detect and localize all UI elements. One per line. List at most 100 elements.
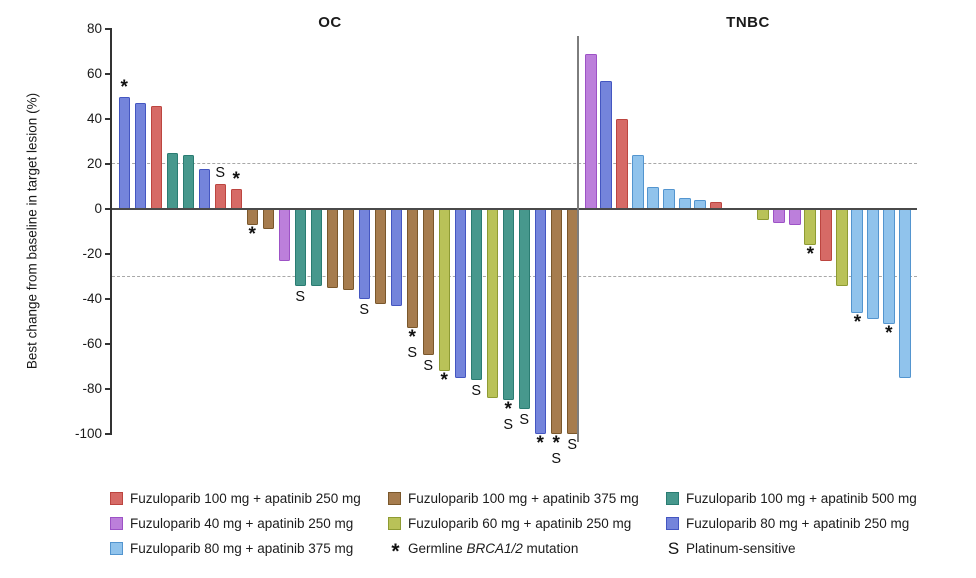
bar <box>134 103 146 209</box>
bar <box>166 152 178 209</box>
zero-baseline <box>112 208 917 210</box>
germline-mutation-marker: * <box>504 399 512 421</box>
legend-label: Fuzuloparib 80 mg + apatinib 250 mg <box>686 515 910 531</box>
bar <box>631 155 644 209</box>
platinum-sensitive-marker: S <box>567 437 578 453</box>
legend-label: Fuzuloparib 80 mg + apatinib 375 mg <box>130 540 354 556</box>
legend-swatch-red <box>110 491 123 505</box>
legend-label: Fuzuloparib 40 mg + apatinib 250 mg <box>130 515 354 531</box>
y-axis-tick-label: 80 <box>86 21 102 36</box>
y-axis-tick-label: 20 <box>86 156 102 171</box>
germline-mutation-marker: * <box>120 76 128 98</box>
bar <box>438 209 450 371</box>
bar <box>326 209 338 288</box>
bar <box>584 53 597 209</box>
legend-item-brown: Fuzuloparib 100 mg + apatinib 375 mg <box>388 489 639 507</box>
bar <box>486 209 498 398</box>
germline-mutation-marker: * <box>408 327 416 349</box>
germline-mutation-marker: * <box>853 311 862 333</box>
y-axis-tick <box>105 163 112 165</box>
bar <box>882 209 895 324</box>
y-axis-tick <box>105 208 112 210</box>
legend-swatch-teal <box>666 491 679 505</box>
legend-label: Fuzuloparib 100 mg + apatinib 250 mg <box>130 490 361 506</box>
bar <box>214 184 226 209</box>
bar <box>454 209 466 378</box>
y-axis-tick-label: 40 <box>86 111 102 126</box>
bar <box>820 209 832 261</box>
y-axis-tick <box>105 433 112 435</box>
reference-line <box>112 275 917 277</box>
legend-label: Fuzuloparib 100 mg + apatinib 375 mg <box>408 490 639 506</box>
bar <box>342 209 354 290</box>
y-axis-tick <box>105 253 112 255</box>
platinum-sensitive-marker: S <box>503 417 514 434</box>
platinum-sensitive-marker: S <box>215 165 226 182</box>
platinum-sensitive-marker: S <box>359 302 370 318</box>
bar <box>788 209 801 225</box>
platinum-sensitive-marker: S <box>519 412 530 429</box>
bar <box>390 209 402 306</box>
bar <box>600 80 613 209</box>
group-title-tnbc: TNBC <box>726 14 770 31</box>
bar <box>262 209 274 230</box>
germline-mutation-marker: * <box>806 244 814 265</box>
y-axis-tick-label: -60 <box>82 336 102 351</box>
legend-item-s: S Platinum-sensitive <box>666 539 796 557</box>
platinum-sensitive-marker: S <box>551 451 562 467</box>
y-axis-tick <box>105 73 112 75</box>
legend-item-lightblue: Fuzuloparib 80 mg + apatinib 375 mg <box>110 539 353 557</box>
bar <box>647 186 660 209</box>
bar <box>374 209 386 304</box>
platinum-sensitive-symbol: S <box>667 538 680 558</box>
legend-item-asterisk: * Germline BRCA1/2 mutation <box>388 539 578 563</box>
bar <box>851 209 864 313</box>
bar <box>198 168 210 209</box>
reference-line <box>112 163 917 165</box>
bar <box>182 155 194 209</box>
bar <box>867 209 880 320</box>
legend-label: Fuzuloparib 60 mg + apatinib 250 mg <box>408 515 632 531</box>
platinum-sensitive-marker: S <box>471 383 482 399</box>
legend-swatch-orchid <box>110 516 123 530</box>
y-axis-title: Best change from baseline in target lesi… <box>24 92 40 370</box>
bar <box>663 188 675 209</box>
platinum-sensitive-marker: S <box>295 288 306 305</box>
y-axis-tick <box>105 343 112 345</box>
y-axis-tick-label: -80 <box>82 381 102 396</box>
legend-item-teal: Fuzuloparib 100 mg + apatinib 500 mg <box>666 489 917 507</box>
bar <box>615 119 628 209</box>
bar <box>757 209 770 221</box>
y-axis-tick <box>105 298 112 300</box>
bar <box>118 96 130 209</box>
germline-mutation-marker: * <box>440 370 448 391</box>
legend-item-red: Fuzuloparib 100 mg + apatinib 250 mg <box>110 489 361 507</box>
legend-swatch-slateblue <box>666 516 679 530</box>
legend-label: Platinum-sensitive <box>686 540 796 556</box>
legend-swatch-brown <box>388 491 401 505</box>
legend-item-olive: Fuzuloparib 60 mg + apatinib 250 mg <box>388 514 631 532</box>
y-axis-line <box>110 29 112 434</box>
y-axis-tick-label: 0 <box>94 201 102 216</box>
y-axis-tick <box>105 118 112 120</box>
germline-mutation-marker: * <box>232 168 240 190</box>
bar <box>278 209 290 261</box>
germline-mutation-marker: * <box>536 433 544 454</box>
bar <box>518 209 530 410</box>
bar <box>406 209 418 329</box>
legend-swatch-olive <box>388 516 401 530</box>
bar <box>804 209 817 245</box>
bar <box>422 209 434 356</box>
legend: Fuzuloparib 100 mg + apatinib 250 mg Fuzu… <box>0 480 976 575</box>
legend-label: Fuzuloparib 100 mg + apatinib 500 mg <box>686 490 917 506</box>
bar <box>550 209 562 434</box>
bar <box>534 209 546 434</box>
bar <box>470 209 482 380</box>
legend-swatch-lightblue <box>110 541 123 555</box>
y-axis-tick <box>105 388 112 390</box>
y-axis-tick-label: -40 <box>82 291 102 306</box>
bar <box>358 209 370 299</box>
bar <box>502 209 514 401</box>
bar <box>230 188 242 209</box>
bar <box>898 209 911 378</box>
